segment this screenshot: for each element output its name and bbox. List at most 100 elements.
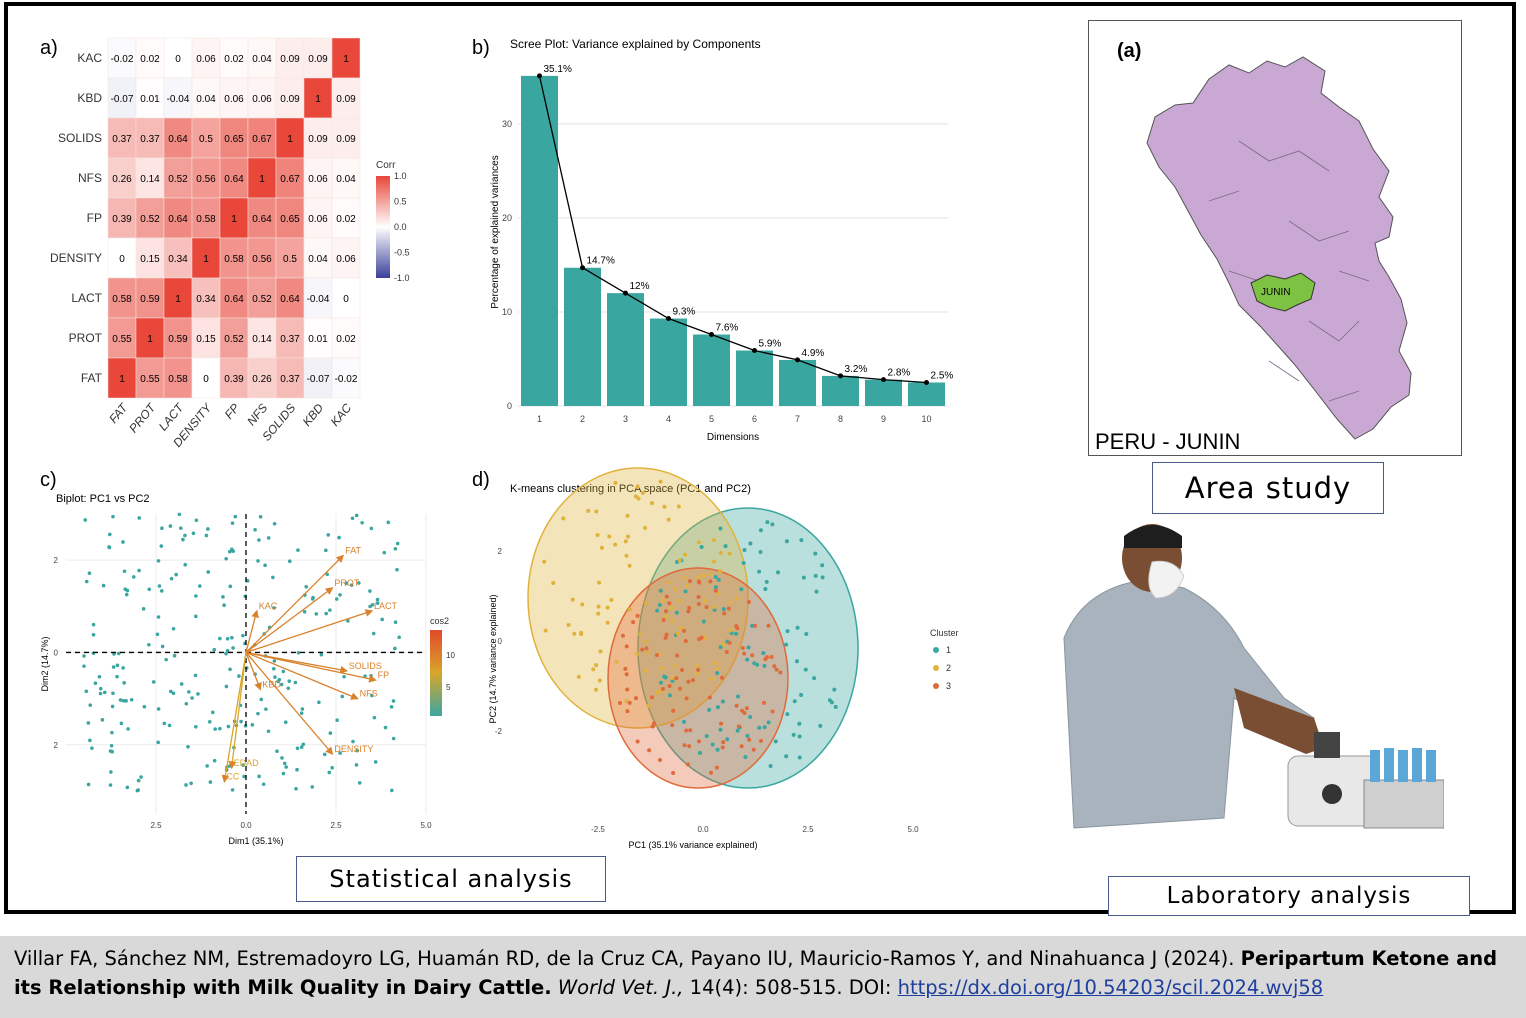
cluster-point: [686, 609, 691, 614]
heatmap-cell-value: 0.52: [140, 214, 160, 225]
heatmap-cell-value: 0.56: [252, 254, 272, 265]
heatmap-cell-value: 0.37: [280, 334, 300, 345]
heatmap-cell-value: 0.64: [252, 214, 272, 225]
heatmap-cell-value: 0.09: [336, 134, 356, 145]
biplot-point: [380, 617, 384, 622]
scree-ylabel: Percentage of explained variances: [490, 155, 501, 308]
heatmap-cell-value: 0.59: [168, 334, 188, 345]
biplot-point: [276, 679, 280, 684]
cluster-point: [681, 628, 686, 633]
biplot-title: Biplot: PC1 vs PC2: [56, 493, 150, 505]
biplot-point: [129, 697, 134, 702]
cluster-point: [710, 742, 715, 747]
biplot-point: [171, 627, 176, 631]
cluster-point: [726, 606, 731, 611]
cluster-point: [595, 532, 600, 537]
heatmap-cell: [331, 157, 361, 199]
biplot-point: [121, 540, 125, 544]
biplot-point: [142, 704, 147, 709]
cluster-point: [776, 570, 781, 575]
biplot-point: [226, 724, 231, 729]
heatmap-cell: [303, 37, 333, 79]
cluster-point: [695, 664, 700, 669]
correlation-heatmap: a) KAC -0.02 0.02 0 0.06 0.02 0.04 0.09 0.09 1 KBD…: [40, 37, 410, 450]
cluster-point: [664, 609, 669, 614]
biplot-point: [327, 770, 332, 775]
heatmap-cell-value: 0.09: [280, 94, 300, 105]
cluster-point: [704, 733, 709, 738]
biplot-ytick: 2: [54, 741, 59, 750]
cluster-point: [770, 709, 775, 714]
biplot-point: [281, 669, 286, 674]
cluster-point: [784, 642, 789, 647]
biplot-point: [372, 715, 377, 720]
heatmap-cell-value: -0.07: [111, 94, 134, 105]
map-panel-label: (a): [1117, 40, 1141, 62]
heatmap-legend-tick: 1.0: [394, 171, 407, 181]
heatmap-row-label: NFS: [78, 171, 102, 185]
biplot-point: [178, 526, 183, 530]
cluster-point: [646, 703, 651, 708]
heatmap-cell-value: 0.64: [224, 294, 244, 305]
heatmap-cell-value: 0: [119, 254, 125, 265]
heatmap-col-label: KAC: [328, 401, 355, 429]
cluster-point: [764, 579, 769, 584]
map-caption: PERU - JUNIN: [1095, 429, 1240, 454]
biplot-point: [122, 681, 126, 685]
cluster-point: [686, 679, 691, 684]
cluster-point: [718, 550, 723, 555]
cluster-point: [813, 551, 818, 556]
biplot-point: [294, 786, 298, 791]
cluster-point: [543, 628, 548, 633]
biplot-point: [241, 633, 245, 638]
heatmap-cell-value: 0.59: [140, 294, 160, 305]
map-panel: (a) JUNIN PERU - JUNIN: [1088, 20, 1462, 456]
heatmap-cell: [275, 77, 305, 119]
cluster-point: [718, 645, 723, 650]
cluster-point: [720, 745, 725, 750]
biplot-point: [257, 774, 261, 779]
cluster-point: [670, 679, 675, 684]
heatmap-cell-value: 1: [203, 254, 209, 265]
cluster-point: [597, 580, 602, 585]
scree-point: [666, 316, 671, 322]
biplot-point: [139, 775, 143, 779]
cluster-point: [734, 703, 739, 708]
biplot-point: [197, 584, 202, 588]
cluster-point: [762, 725, 767, 730]
biplot-point: [193, 673, 198, 678]
heatmap-cell-value: 1: [119, 374, 125, 385]
biplot-point: [256, 559, 260, 563]
cluster-point: [663, 635, 668, 640]
biplot-point: [317, 700, 321, 705]
scree-bar: [736, 350, 773, 406]
cluster-point: [736, 694, 741, 699]
biplot-point: [253, 527, 257, 532]
heatmap-cell-value: 0.06: [196, 54, 216, 65]
cluster-point: [644, 668, 649, 673]
panel-d-letter: d): [472, 469, 490, 491]
biplot-point: [156, 740, 160, 745]
heatmap-cell: [247, 237, 277, 279]
cluster-point: [542, 559, 547, 564]
biplot-point: [109, 743, 114, 748]
biplot-arrow-label: KBD: [262, 679, 281, 689]
cluster-point: [746, 599, 751, 604]
scree-ytick: 20: [502, 213, 512, 223]
junin-label: JUNIN: [1261, 287, 1290, 298]
cluster-point: [708, 579, 713, 584]
biplot-point: [212, 758, 217, 763]
doi-link[interactable]: https://dx.doi.org/10.54203/scil.2024.wv…: [897, 976, 1324, 999]
heatmap-cell: [107, 157, 137, 199]
scree-value-label: 4.9%: [802, 348, 825, 359]
heatmap-cell-value: 0.39: [112, 214, 132, 225]
cluster-point: [701, 619, 706, 624]
cluster-point: [750, 653, 755, 658]
biplot-point: [204, 533, 209, 538]
heatmap-cell-value: 0.09: [308, 134, 328, 145]
heatmap-cell: [107, 237, 137, 279]
heatmap-cell: [107, 197, 137, 239]
cluster-point: [687, 744, 692, 749]
biplot-xtick: 5.0: [420, 821, 432, 830]
cluster-point: [820, 575, 825, 580]
